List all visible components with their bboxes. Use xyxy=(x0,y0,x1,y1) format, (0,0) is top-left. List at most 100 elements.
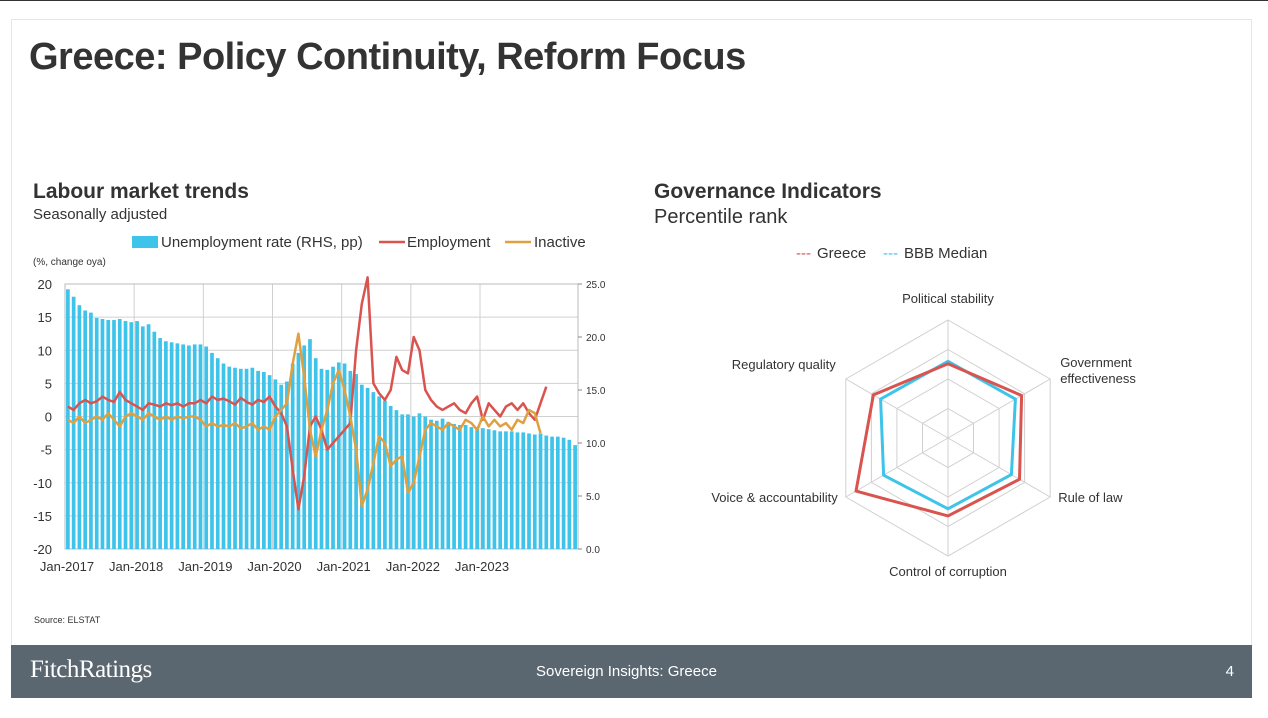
unemployment-bar xyxy=(481,428,485,549)
unemployment-bar xyxy=(100,318,105,549)
unemployment-bar xyxy=(187,345,191,549)
unemployment-bar xyxy=(371,392,376,549)
unemployment-bar xyxy=(550,436,554,549)
unemployment-bar xyxy=(129,322,134,549)
radar-axis-label: Government effectiveness xyxy=(1060,355,1136,386)
unemployment-bar xyxy=(406,414,410,549)
y-left-tick-label: 0 xyxy=(45,410,52,425)
unemployment-bar xyxy=(319,368,324,549)
unemployment-bar xyxy=(227,366,232,549)
unemployment-bar xyxy=(250,367,255,549)
unemployment-bar xyxy=(66,289,70,549)
unemployment-bar xyxy=(567,439,572,549)
bbb-median-polygon xyxy=(879,359,1017,511)
x-tick-label: Jan-2022 xyxy=(386,559,440,574)
y-right-tick-label: 5.0 xyxy=(586,492,600,503)
unemployment-bar xyxy=(140,326,145,549)
unemployment-bar xyxy=(440,418,445,549)
unemployment-bar xyxy=(429,419,433,549)
unemployment-bar xyxy=(210,352,214,549)
labour-market-chart: Unemployment rate (RHS, pp) Employment Ina… xyxy=(33,234,606,574)
x-tick-label: Jan-2023 xyxy=(455,559,509,574)
legend-greece-label: Greece xyxy=(817,245,866,262)
labour-chart-subtitle: Seasonally adjusted xyxy=(33,206,168,223)
legend-unemployment-label: Unemployment rate (RHS, pp) xyxy=(161,234,363,251)
unemployment-bar xyxy=(452,423,456,549)
y-right-tick-label: 10.0 xyxy=(586,439,606,450)
unemployment-bar xyxy=(215,358,220,549)
unemployment-bar xyxy=(233,367,237,549)
radar-axis-label: Political stability xyxy=(902,291,994,306)
unemployment-bar xyxy=(94,317,99,549)
unemployment-bar xyxy=(175,343,180,549)
unemployment-bar xyxy=(383,400,387,549)
radar-spoke xyxy=(947,437,1051,498)
unemployment-bar xyxy=(446,421,451,549)
inactive-line xyxy=(67,332,542,508)
unemployment-bar xyxy=(123,321,128,549)
unemployment-bar xyxy=(262,371,266,549)
unemployment-bar xyxy=(388,405,393,549)
unemployment-bar xyxy=(434,420,439,549)
unemployment-bar xyxy=(290,363,295,549)
radar-spoke xyxy=(845,437,949,498)
unemployment-bar xyxy=(527,433,531,549)
y-left-tick-label: 5 xyxy=(45,376,52,391)
unemployment-bar xyxy=(158,338,162,549)
radar-spoke xyxy=(947,378,1051,439)
y-right-tick-label: 25.0 xyxy=(586,280,606,291)
source-note: Source: ELSTAT xyxy=(34,615,101,625)
unemployment-bar xyxy=(192,344,197,549)
unemployment-bar xyxy=(112,320,116,549)
unemployment-bar xyxy=(325,369,330,549)
unemployment-bar xyxy=(302,345,307,549)
y-left-tick-label: 10 xyxy=(38,343,52,358)
radar-axis-label: Regulatory quality xyxy=(732,357,837,372)
x-tick-label: Jan-2019 xyxy=(178,559,232,574)
page-title: Greece: Policy Continuity, Reform Focus xyxy=(29,36,746,78)
y-right-tick-label: 15.0 xyxy=(586,386,606,397)
unit-label: (%, change oya) xyxy=(33,257,106,268)
governance-radar-chart: --- Greece --- BBB Median Political stabili… xyxy=(711,245,1136,579)
footer-bar: FitchRatings Sovereign Insights: Greece … xyxy=(11,645,1252,698)
unemployment-bar xyxy=(515,432,520,549)
unemployment-bar xyxy=(365,387,370,549)
labour-chart-title: Labour market trends xyxy=(33,180,249,203)
y-right-tick-label: 0.0 xyxy=(586,545,600,556)
unemployment-bar xyxy=(342,363,347,549)
unemployment-bar xyxy=(521,432,526,549)
unemployment-bar xyxy=(394,410,399,549)
footer-title: Sovereign Insights: Greece xyxy=(536,663,717,680)
unemployment-bar xyxy=(532,434,537,549)
unemployment-bar xyxy=(377,396,381,549)
x-tick-label: Jan-2020 xyxy=(247,559,301,574)
unemployment-bar xyxy=(336,362,341,549)
legend-unemployment-swatch xyxy=(132,236,158,248)
unemployment-bar xyxy=(83,310,88,549)
unemployment-bar xyxy=(555,436,560,549)
unemployment-bar xyxy=(573,445,577,549)
unemployment-bar xyxy=(308,339,312,549)
unemployment-bar xyxy=(279,384,283,549)
unemployment-bar xyxy=(135,321,139,549)
unemployment-bar xyxy=(538,433,543,549)
unemployment-bar xyxy=(89,312,93,549)
unemployment-bar xyxy=(348,370,353,549)
legend-bbb-label: BBB Median xyxy=(904,245,987,262)
unemployment-bar xyxy=(561,437,566,549)
x-tick-label: Jan-2018 xyxy=(109,559,163,574)
unemployment-bar xyxy=(169,342,174,549)
y-left-tick-label: 15 xyxy=(38,310,52,325)
unemployment-bar xyxy=(285,381,289,549)
unemployment-bar xyxy=(221,363,226,549)
unemployment-bar xyxy=(244,368,249,549)
unemployment-bar xyxy=(400,414,405,549)
unemployment-bar xyxy=(544,435,549,549)
fitch-logo: FitchRatings xyxy=(30,656,152,683)
unemployment-bar xyxy=(331,366,335,549)
unemployment-bar xyxy=(492,430,497,549)
page-number: 4 xyxy=(1225,663,1234,680)
legend-greece-dashes: --- xyxy=(796,245,811,262)
legend-bbb-dashes: --- xyxy=(883,245,898,262)
unemployment-bar xyxy=(238,368,243,549)
